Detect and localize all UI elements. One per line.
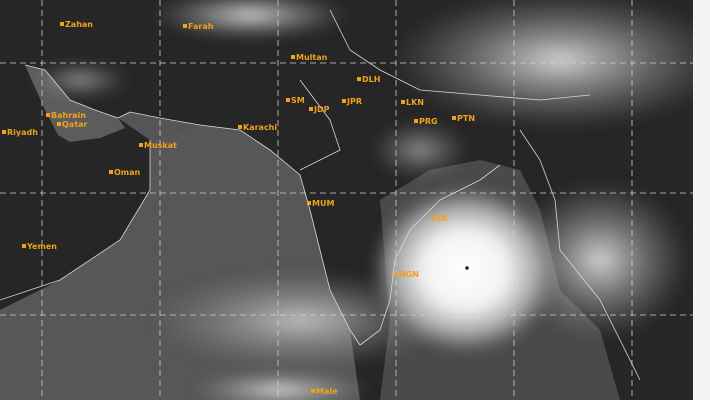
place-marker-icon: [238, 125, 242, 129]
place-label-ptn: PTN: [452, 114, 475, 123]
place-label-jdp: JDP: [309, 105, 330, 114]
place-name: Muskat: [144, 141, 177, 150]
place-label-bahrain: Bahrain: [46, 111, 86, 120]
place-marker-icon: [60, 22, 64, 26]
place-marker-icon: [309, 107, 313, 111]
place-marker-icon: [291, 55, 295, 59]
place-label-lkn: LKN: [401, 98, 424, 107]
place-marker-icon: [342, 99, 346, 103]
place-marker-icon: [2, 130, 6, 134]
place-name: NGN: [399, 270, 419, 279]
place-label-ngn: NGN: [394, 270, 419, 279]
place-label-multan: Multan: [291, 53, 328, 62]
place-name: JDP: [313, 105, 330, 114]
place-name: Riyadh: [7, 128, 38, 137]
place-marker-icon: [183, 24, 187, 28]
place-name: Yemen: [26, 242, 57, 251]
place-name: Multan: [296, 53, 328, 62]
place-label-zahedan: Zahan: [60, 20, 93, 29]
place-name: PTN: [457, 114, 475, 123]
place-name: Qatar: [62, 120, 87, 129]
place-name: Bahrain: [51, 111, 86, 120]
cyclone-eye: [465, 266, 469, 270]
place-label-dlh: DLH: [357, 75, 380, 84]
right-margin: [693, 0, 710, 400]
place-name: PRG: [419, 117, 438, 126]
place-marker-icon: [452, 116, 456, 120]
place-marker-icon: [401, 100, 405, 104]
place-name: SM: [291, 96, 305, 105]
place-label-mum: MUM: [307, 199, 334, 208]
place-marker-icon: [414, 119, 418, 123]
place-marker-icon: [57, 122, 61, 126]
place-name: Male: [316, 387, 338, 396]
place-marker-icon: [394, 272, 398, 276]
place-label-muskat: Muskat: [139, 141, 177, 150]
place-label-oman: Oman: [109, 168, 141, 177]
place-name: Farah: [188, 22, 214, 31]
place-label-male: Male: [311, 387, 338, 396]
place-marker-icon: [46, 113, 50, 117]
place-name: JPR: [346, 97, 362, 106]
place-marker-icon: [311, 389, 315, 393]
place-marker-icon: [307, 201, 311, 205]
place-label-sk: SK: [431, 214, 449, 223]
place-name: Oman: [114, 168, 141, 177]
borders: [0, 9, 641, 381]
place-name: DLH: [362, 75, 380, 84]
place-marker-icon: [139, 143, 143, 147]
place-marker-icon: [22, 244, 26, 248]
place-label-farah: Farah: [183, 22, 214, 31]
cloud-cover: [30, 0, 710, 400]
place-label-qatar: Qatar: [57, 120, 87, 129]
place-marker-icon: [109, 170, 113, 174]
place-name: Karachi: [243, 123, 277, 132]
place-label-yemen: Yemen: [22, 242, 57, 251]
place-label-karachi: Karachi: [238, 123, 277, 132]
place-labels: Zahan Farah Multan Karachi Muskat Oman Riyadh B…: [2, 20, 475, 396]
place-marker-icon: [431, 216, 435, 220]
lat-lon-grid: [0, 0, 693, 400]
place-label-prg: PRG: [414, 117, 438, 126]
place-name: MUM: [312, 199, 334, 208]
place-label-riyadh: Riyadh: [2, 128, 38, 137]
place-marker-icon: [286, 98, 290, 102]
place-label-jpr: JPR: [342, 97, 362, 106]
gulf-of-oman: [118, 112, 200, 140]
place-marker-icon: [357, 77, 361, 81]
place-name: LKN: [406, 98, 424, 107]
place-label-sm: SM: [286, 96, 305, 105]
place-name: SK: [436, 214, 449, 223]
cyclone: [370, 185, 560, 355]
place-name: Zahan: [65, 20, 93, 29]
